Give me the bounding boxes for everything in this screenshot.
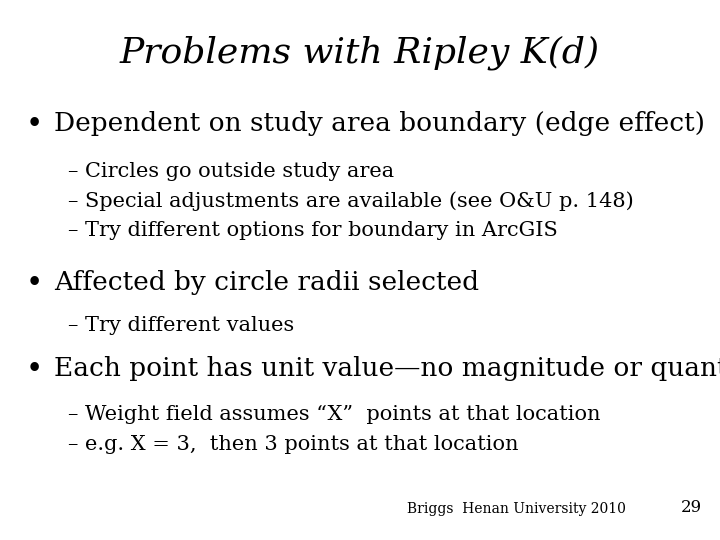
Text: Affected by circle radii selected: Affected by circle radii selected bbox=[54, 270, 479, 295]
Text: •: • bbox=[25, 356, 42, 384]
Text: – e.g. X = 3,  then 3 points at that location: – e.g. X = 3, then 3 points at that loca… bbox=[68, 435, 519, 454]
Text: 29: 29 bbox=[681, 499, 702, 516]
Text: – Special adjustments are available (see O&U p. 148): – Special adjustments are available (see… bbox=[68, 192, 634, 211]
Text: – Circles go outside study area: – Circles go outside study area bbox=[68, 162, 395, 181]
Text: Briggs  Henan University 2010: Briggs Henan University 2010 bbox=[407, 502, 626, 516]
Text: – Try different values: – Try different values bbox=[68, 316, 294, 335]
Text: – Try different options for boundary in ArcGIS: – Try different options for boundary in … bbox=[68, 221, 558, 240]
Text: Problems with Ripley K(d): Problems with Ripley K(d) bbox=[120, 35, 600, 70]
Text: •: • bbox=[25, 270, 42, 298]
Text: – Weight field assumes “X”  points at that location: – Weight field assumes “X” points at tha… bbox=[68, 405, 601, 424]
Text: Each point has unit value—no magnitude or quantity: Each point has unit value—no magnitude o… bbox=[54, 356, 720, 381]
Text: Dependent on study area boundary (edge effect): Dependent on study area boundary (edge e… bbox=[54, 111, 705, 136]
Text: •: • bbox=[25, 111, 42, 139]
